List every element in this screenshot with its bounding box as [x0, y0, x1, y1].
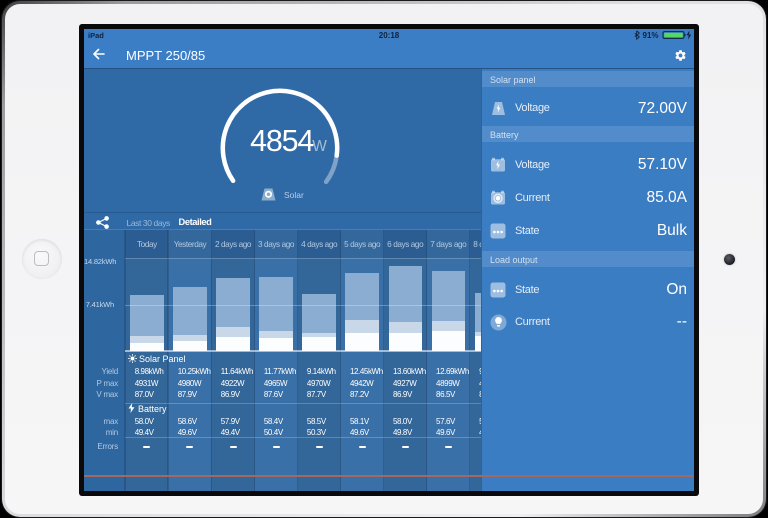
svg-text:91%: 91% — [643, 31, 659, 40]
